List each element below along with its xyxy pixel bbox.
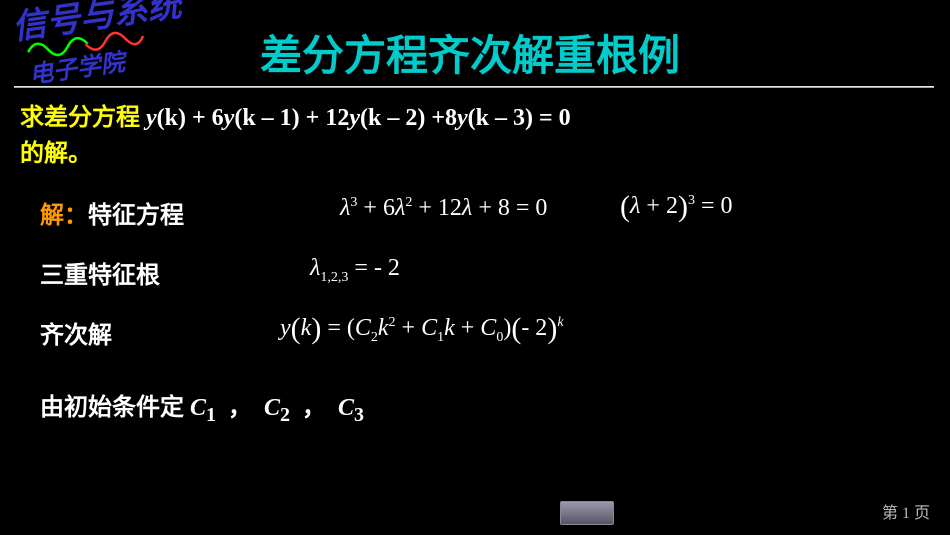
step-1-text: 特征方程 [88,203,184,229]
page-number: 第 1 页 [882,499,930,523]
nav-button[interactable] [560,501,614,525]
course-logo: 信号与系统 电子学院 [10,0,189,89]
final-prefix: 由初始条件定 [40,395,190,421]
problem-suffix: 的解。 [20,141,92,167]
factored-equation: (λ + 2)3 = 0 [620,190,733,224]
problem-statement: 求差分方程 y(k) + 6y(k – 1) + 12y(k – 2) +8y(… [20,100,571,172]
characteristic-equation: λ3 + 6λ2 + 12λ + 8 = 0 [340,195,547,222]
initial-conditions-note: 由初始条件定 C1 ， C2 ， C3 [40,387,364,427]
eigenvalue-equation: λ1,2,3 = - 2 [310,255,400,286]
step-1-prefix: 解： [40,203,88,229]
step-1-label: 解：特征方程 [40,195,184,230]
homogeneous-solution: y(k) = (C2k2 + C1k + C0)(- 2)k [280,312,564,346]
problem-equation: y(k) + 6y(k – 1) + 12y(k – 2) +8y(k – 3)… [146,105,571,131]
step-3-label: 齐次解 [40,315,112,350]
title-divider [14,86,934,88]
final-constants: C1 ， C2 ， C3 [190,395,364,421]
step-2-label: 三重特征根 [40,255,160,290]
problem-prefix: 求差分方程 [20,105,146,131]
slide-title: 差分方程齐次解重根例 [260,22,680,83]
